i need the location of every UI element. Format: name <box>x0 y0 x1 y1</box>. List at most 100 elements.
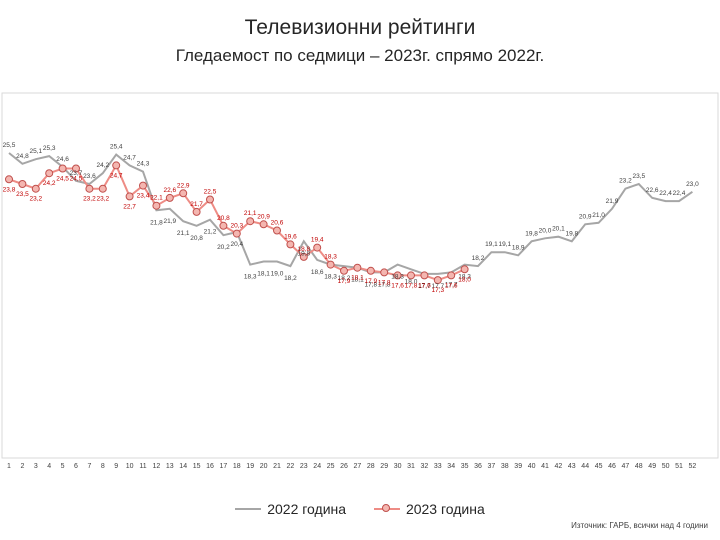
marker-2023-week-29 <box>380 268 389 277</box>
marker-2023-week-6 <box>72 164 80 173</box>
label-2022-week-1: 25,5 <box>3 142 16 149</box>
label-2023-week-22: 19,6 <box>284 233 297 240</box>
label-2022-week-51: 22,4 <box>673 190 686 197</box>
marker-2023-week-3 <box>31 184 40 193</box>
legend-label-2023: 2023 година <box>405 501 485 517</box>
label-2022-week-35: 18,3 <box>458 274 471 281</box>
x-tick-6: 6 <box>74 463 78 470</box>
label-2023-week-16: 22,5 <box>204 189 217 196</box>
marker-2023-week-10 <box>125 192 134 201</box>
label-2023-week-3: 23,2 <box>29 196 42 203</box>
label-2022-week-39: 18,9 <box>512 244 525 251</box>
label-2022-week-25: 18,3 <box>324 274 337 281</box>
x-tick-26: 26 <box>340 463 348 470</box>
x-tick-45: 45 <box>595 463 603 470</box>
marker-2023-week-1 <box>5 175 13 184</box>
label-2023-week-27: 18,1 <box>351 275 364 282</box>
label-2023-week-13: 22,6 <box>163 187 176 194</box>
label-2022-week-50: 22,4 <box>659 190 672 197</box>
label-2023-week-17: 20,8 <box>217 215 230 222</box>
x-tick-50: 50 <box>662 463 670 470</box>
marker-2023-week-26 <box>340 266 348 275</box>
label-2022-week-20: 18,1 <box>257 271 270 278</box>
x-tick-38: 38 <box>501 463 509 470</box>
label-2022-week-33: 17,7 <box>431 283 444 290</box>
label-2022-week-42: 20,1 <box>552 226 565 233</box>
label-2022-week-36: 18,2 <box>472 255 485 262</box>
x-axis-ticks: 1 2 3 4 5 6 7 8 9 10 11 12 13 14 15 16 17 18 19 20 21 22 23 24 2… <box>7 463 696 470</box>
x-tick-21: 21 <box>273 463 281 470</box>
x-tick-8: 8 <box>101 463 105 470</box>
marker-2023-week-5 <box>58 164 67 173</box>
x-tick-17: 17 <box>220 463 228 470</box>
x-tick-9: 9 <box>114 463 118 470</box>
label-2022-week-16: 21,2 <box>204 229 217 236</box>
x-tick-37: 37 <box>488 463 496 470</box>
label-2023-week-25: 18,3 <box>324 254 337 261</box>
legend-line-2023-icon <box>373 504 400 512</box>
label-2022-week-32: 17,7 <box>418 283 431 290</box>
label-2022-week-8: 24,2 <box>96 162 109 169</box>
label-2023-week-18: 20,3 <box>230 223 243 230</box>
label-2022-week-12: 21,8 <box>150 219 163 226</box>
x-tick-24: 24 <box>313 463 321 470</box>
label-2023-week-9: 24,7 <box>110 172 123 179</box>
label-2022-week-38: 19,1 <box>498 241 511 248</box>
x-tick-29: 29 <box>380 463 388 470</box>
chart-subtitle: Гледаемост по седмици – 2023г. спрямо 20… <box>175 46 545 65</box>
x-tick-22: 22 <box>287 463 295 470</box>
label-2023-week-12: 22,1 <box>150 195 163 202</box>
x-tick-43: 43 <box>568 463 576 470</box>
label-2023-week-7: 23,2 <box>83 196 96 203</box>
x-tick-11: 11 <box>139 463 146 470</box>
x-tick-32: 32 <box>421 463 429 470</box>
label-2023-week-21: 20,6 <box>271 220 284 227</box>
marker-2023-week-35 <box>460 265 469 274</box>
marker-2023-week-31 <box>407 271 415 280</box>
x-tick-35: 35 <box>461 463 469 470</box>
plot-border <box>1 92 719 459</box>
x-tick-12: 12 <box>153 463 161 470</box>
marker-2023-week-14 <box>179 189 188 198</box>
label-2022-week-23: 19,8 <box>297 250 310 257</box>
x-tick-4: 4 <box>47 463 51 470</box>
label-2022-week-14: 21,1 <box>177 230 190 237</box>
label-2022-week-21: 19,0 <box>271 271 284 278</box>
legend-label-2022: 2022 година <box>267 501 347 517</box>
label-2022-week-26: 18,2 <box>338 275 351 282</box>
x-tick-52: 52 <box>689 463 697 470</box>
label-2022-week-9: 25,4 <box>110 144 123 151</box>
label-2023-week-30: 17,6 <box>391 282 404 289</box>
x-tick-30: 30 <box>394 463 402 470</box>
label-2023-week-24: 19,4 <box>311 237 324 244</box>
x-tick-5: 5 <box>61 463 65 470</box>
label-2022-week-17: 20,2 <box>217 244 230 251</box>
x-tick-7: 7 <box>87 463 91 470</box>
x-tick-46: 46 <box>608 463 616 470</box>
x-tick-16: 16 <box>206 463 214 470</box>
x-tick-44: 44 <box>581 463 589 470</box>
label-2023-week-15: 21,7 <box>190 201 203 208</box>
label-2022-week-37: 19,1 <box>485 241 498 248</box>
label-2022-week-18: 20,4 <box>230 241 243 248</box>
label-2022-week-27: 18,1 <box>351 277 364 284</box>
marker-2023-week-11 <box>139 181 147 190</box>
label-2022-week-2: 24,8 <box>16 153 29 160</box>
series-2022 <box>8 152 693 275</box>
x-tick-18: 18 <box>233 463 241 470</box>
x-tick-3: 3 <box>34 463 38 470</box>
label-2022-week-6: 23,7 <box>70 170 83 177</box>
label-2023-week-14: 22,9 <box>177 182 190 189</box>
label-2022-week-45: 21,0 <box>592 212 605 219</box>
marker-2023-week-33 <box>433 276 442 285</box>
x-tick-39: 39 <box>514 463 522 470</box>
label-2022-week-48: 23,5 <box>632 173 645 180</box>
label-2022-week-31: 18,0 <box>405 278 418 285</box>
marker-2023-week-30 <box>393 271 402 280</box>
marker-2023-week-4 <box>45 169 54 178</box>
label-2022-week-47: 23,2 <box>619 178 632 185</box>
label-2022-week-44: 20,9 <box>579 213 592 220</box>
x-tick-25: 25 <box>327 463 335 470</box>
line-2022 <box>8 152 693 275</box>
marker-2023-week-20 <box>259 220 268 229</box>
